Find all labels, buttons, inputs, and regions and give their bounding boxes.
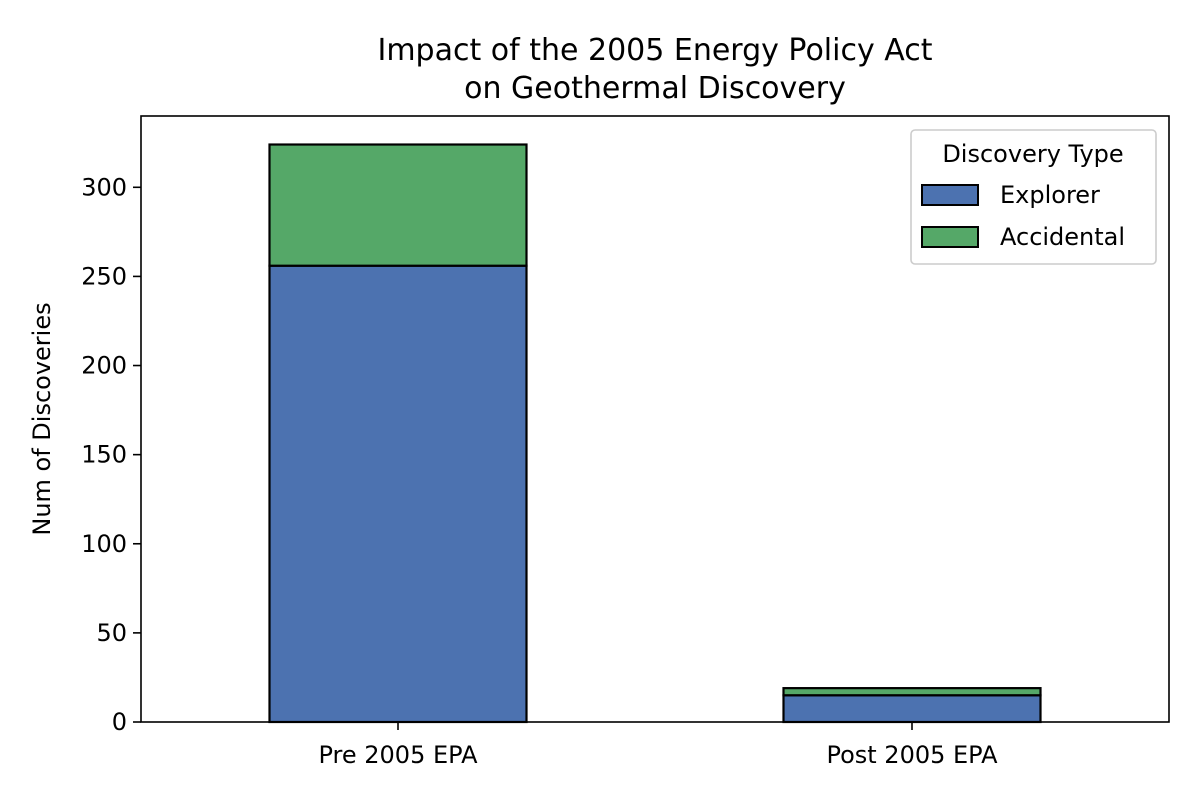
y-axis-label: Num of Discoveries <box>28 302 56 535</box>
x-tick-label: Post 2005 EPA <box>826 741 998 769</box>
y-tick-label: 300 <box>81 173 127 201</box>
bar-explorer-1 <box>782 694 1042 724</box>
chart-title-line-1: Impact of the 2005 Energy Policy Act <box>377 33 932 68</box>
bar-accidental-1 <box>782 687 1042 697</box>
y-tick-label: 100 <box>81 530 127 558</box>
legend-title: Discovery Type <box>942 140 1123 168</box>
legend: Discovery Type Explorer Accidental <box>910 129 1157 265</box>
plot-area-frame <box>140 115 1170 723</box>
y-tick-label: 200 <box>81 352 127 380</box>
y-tick-label: 50 <box>96 619 127 647</box>
chart-title-line-2: on Geothermal Discovery <box>464 71 846 106</box>
legend-entries: Explorer Accidental <box>921 181 1125 251</box>
bar-accidental-0 <box>268 143 528 267</box>
y-tick-label: 0 <box>112 708 127 736</box>
legend-label-explorer: Explorer <box>1000 181 1100 209</box>
legend-swatch-explorer <box>921 184 979 206</box>
legend-swatch-accidental <box>921 226 979 248</box>
x-axis: Pre 2005 EPA Post 2005 EPA <box>318 722 998 769</box>
bar-explorer-0 <box>268 264 528 724</box>
x-tick-label: Pre 2005 EPA <box>318 741 478 769</box>
y-tick-label: 250 <box>81 262 127 290</box>
legend-label-accidental: Accidental <box>1000 223 1125 251</box>
y-axis: 0 50 100 150 200 250 300 <box>81 173 141 736</box>
y-tick-label: 150 <box>81 441 127 469</box>
bars-layer <box>268 143 1042 724</box>
